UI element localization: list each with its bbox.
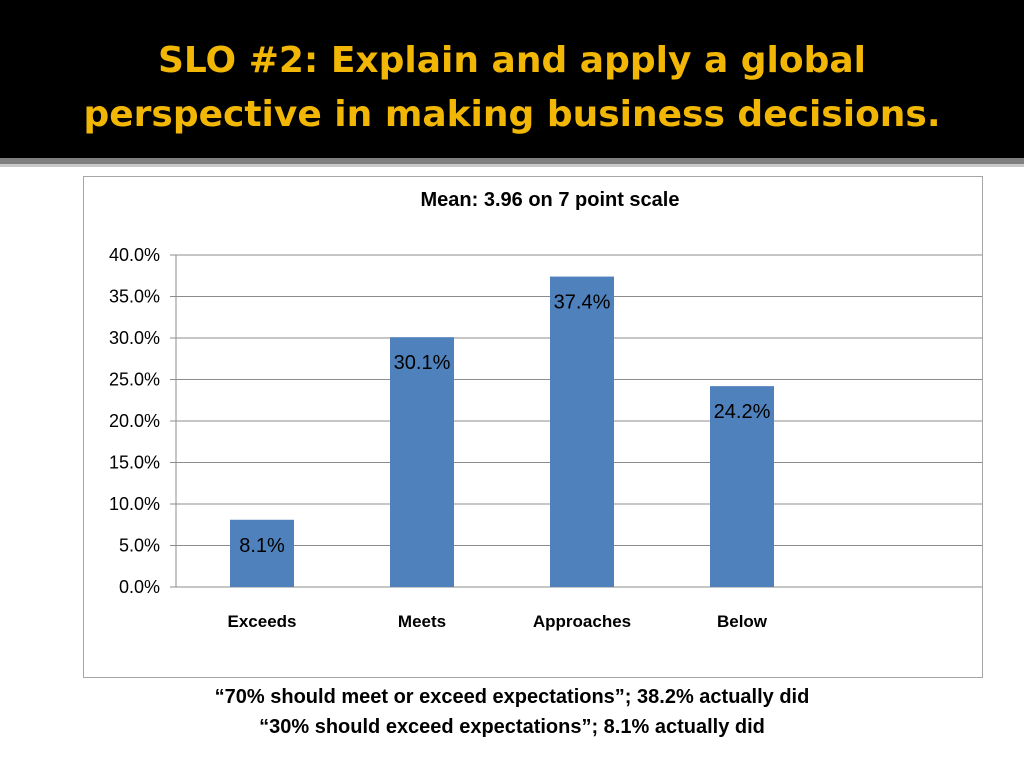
data-labels: 8.1% 30.1% 37.4% 24.2% bbox=[239, 292, 770, 557]
title-divider bbox=[0, 158, 1024, 164]
x-category-label: Below bbox=[717, 612, 768, 631]
chart-title: Mean: 3.96 on 7 point scale bbox=[421, 189, 680, 211]
chart-frame: Mean: 3.96 on 7 point scale 0.0% 5.0% 10.0… bbox=[83, 176, 983, 678]
y-tick-label: 40.0% bbox=[109, 245, 160, 265]
footnote-line-1: “70% should meet or exceed expectations”… bbox=[214, 686, 810, 708]
data-label: 30.1% bbox=[394, 352, 451, 374]
y-tick-label: 30.0% bbox=[109, 328, 160, 348]
y-tick-label: 20.0% bbox=[109, 411, 160, 431]
y-tick-label: 10.0% bbox=[109, 494, 160, 514]
x-category-label: Approaches bbox=[533, 612, 631, 631]
y-tick-label: 35.0% bbox=[109, 287, 160, 307]
slide-title-line-2: perspective in making business decisions… bbox=[83, 94, 941, 135]
slide-title: SLO #2: Explain and apply a global persp… bbox=[0, 34, 1024, 142]
data-label: 24.2% bbox=[714, 401, 771, 423]
y-tick-label: 15.0% bbox=[109, 453, 160, 473]
bar-approaches bbox=[550, 276, 614, 587]
x-category-label: Meets bbox=[398, 612, 446, 631]
y-tick-label: 5.0% bbox=[119, 536, 160, 556]
footnotes: “70% should meet or exceed expectations”… bbox=[0, 682, 1024, 742]
data-label: 37.4% bbox=[554, 292, 611, 314]
bar-exceeds bbox=[230, 519, 294, 587]
slide-title-line-1: SLO #2: Explain and apply a global bbox=[157, 40, 867, 81]
bar-meets bbox=[390, 337, 454, 587]
title-band bbox=[0, 0, 1024, 158]
bar-below bbox=[710, 386, 774, 587]
footnote-line-2: “30% should exceed expectations”; 8.1% a… bbox=[259, 716, 765, 738]
bar-chart: Mean: 3.96 on 7 point scale 0.0% 5.0% 10.0… bbox=[109, 189, 982, 631]
x-axis: Exceeds Meets Approaches Below bbox=[228, 612, 768, 631]
bars bbox=[230, 276, 774, 587]
x-category-label: Exceeds bbox=[228, 612, 297, 631]
y-tick-label: 25.0% bbox=[109, 370, 160, 390]
data-label: 8.1% bbox=[239, 535, 285, 557]
y-tick-label: 0.0% bbox=[119, 577, 160, 597]
y-axis: 0.0% 5.0% 10.0% 15.0% 20.0% 25.0% 30.0% 35.0% 40… bbox=[109, 245, 177, 597]
title-divider-highlight bbox=[0, 164, 1024, 167]
